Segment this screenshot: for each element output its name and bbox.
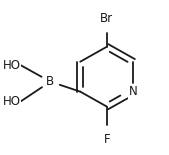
Text: HO: HO [2, 95, 20, 108]
Text: F: F [103, 133, 110, 146]
Text: B: B [46, 75, 54, 88]
Text: HO: HO [2, 59, 20, 72]
Text: N: N [129, 85, 138, 98]
Text: Br: Br [100, 12, 113, 25]
